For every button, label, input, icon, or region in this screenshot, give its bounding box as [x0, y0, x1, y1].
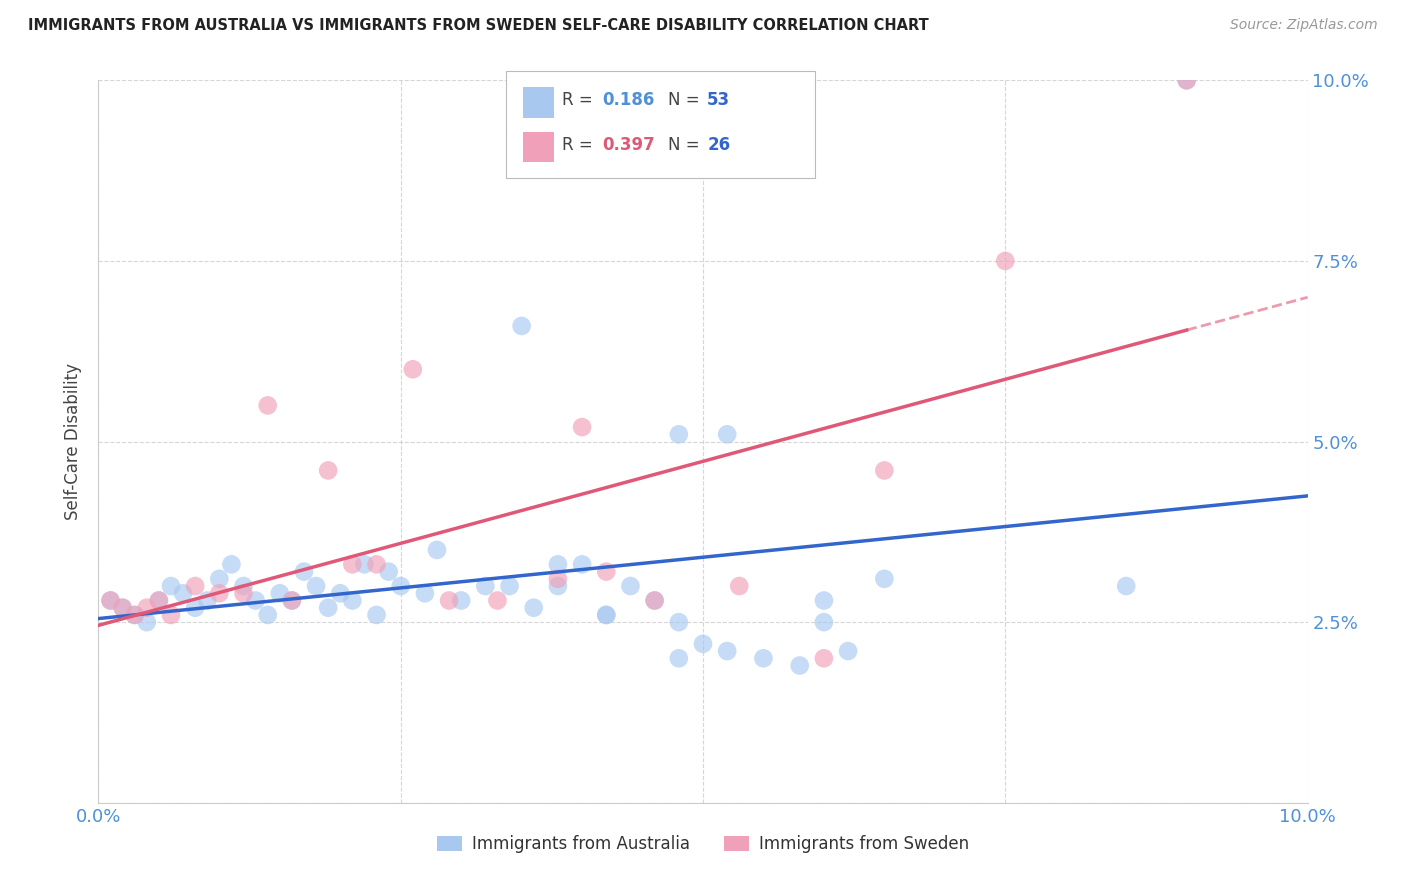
- Point: [571, 420, 593, 434]
- Text: R =: R =: [562, 91, 599, 109]
- Point: [221, 558, 243, 572]
- Point: [377, 565, 399, 579]
- Point: [402, 362, 425, 376]
- Point: [281, 593, 304, 607]
- Point: [366, 558, 388, 572]
- Point: [437, 593, 460, 607]
- Text: Source: ZipAtlas.com: Source: ZipAtlas.com: [1230, 18, 1378, 32]
- Text: 0.186: 0.186: [602, 91, 654, 109]
- Point: [256, 607, 278, 622]
- Text: IMMIGRANTS FROM AUSTRALIA VS IMMIGRANTS FROM SWEDEN SELF-CARE DISABILITY CORRELA: IMMIGRANTS FROM AUSTRALIA VS IMMIGRANTS …: [28, 18, 929, 33]
- Point: [135, 600, 157, 615]
- Point: [100, 593, 122, 607]
- Point: [498, 579, 520, 593]
- Text: 0.397: 0.397: [602, 136, 655, 153]
- Point: [342, 558, 364, 572]
- Point: [510, 318, 533, 333]
- Point: [813, 593, 835, 607]
- Point: [111, 600, 134, 615]
- Point: [389, 579, 412, 593]
- Point: [329, 586, 352, 600]
- Point: [668, 615, 690, 630]
- Legend: Immigrants from Australia, Immigrants from Sweden: Immigrants from Australia, Immigrants fr…: [430, 828, 976, 860]
- Point: [716, 644, 738, 658]
- Point: [619, 579, 641, 593]
- Point: [873, 572, 896, 586]
- Point: [873, 463, 896, 477]
- Text: N =: N =: [668, 136, 704, 153]
- Point: [413, 586, 436, 600]
- Point: [208, 586, 231, 600]
- Point: [571, 558, 593, 572]
- Point: [292, 565, 315, 579]
- Point: [208, 572, 231, 586]
- Point: [474, 579, 496, 593]
- Point: [195, 593, 218, 607]
- Text: N =: N =: [668, 91, 704, 109]
- Text: 53: 53: [707, 91, 730, 109]
- Point: [353, 558, 375, 572]
- Point: [160, 607, 183, 622]
- Point: [1175, 73, 1198, 87]
- Point: [245, 593, 267, 607]
- Point: [668, 651, 690, 665]
- Point: [316, 463, 339, 477]
- Point: [644, 593, 666, 607]
- Point: [426, 542, 449, 557]
- Point: [111, 600, 134, 615]
- Point: [523, 600, 546, 615]
- Point: [450, 593, 472, 607]
- Point: [716, 427, 738, 442]
- Point: [148, 593, 170, 607]
- Point: [269, 586, 291, 600]
- Point: [837, 644, 859, 658]
- Point: [547, 572, 569, 586]
- Point: [486, 593, 509, 607]
- Point: [1175, 73, 1198, 87]
- Text: R =: R =: [562, 136, 599, 153]
- Point: [342, 593, 364, 607]
- Point: [256, 398, 278, 412]
- Point: [148, 593, 170, 607]
- Point: [595, 607, 617, 622]
- Point: [232, 586, 254, 600]
- Point: [994, 254, 1017, 268]
- Point: [184, 579, 207, 593]
- Point: [316, 600, 339, 615]
- Point: [100, 593, 122, 607]
- Point: [752, 651, 775, 665]
- Point: [160, 579, 183, 593]
- Point: [813, 615, 835, 630]
- Point: [595, 565, 617, 579]
- Point: [232, 579, 254, 593]
- Point: [172, 586, 194, 600]
- Point: [813, 651, 835, 665]
- Point: [366, 607, 388, 622]
- Point: [135, 615, 157, 630]
- Text: 26: 26: [707, 136, 730, 153]
- Point: [305, 579, 328, 593]
- Point: [668, 427, 690, 442]
- Point: [1115, 579, 1137, 593]
- Point: [692, 637, 714, 651]
- Point: [728, 579, 751, 593]
- Point: [644, 593, 666, 607]
- Point: [124, 607, 146, 622]
- Point: [184, 600, 207, 615]
- Point: [281, 593, 304, 607]
- Point: [124, 607, 146, 622]
- Point: [547, 558, 569, 572]
- Point: [547, 579, 569, 593]
- Point: [595, 607, 617, 622]
- Point: [789, 658, 811, 673]
- Y-axis label: Self-Care Disability: Self-Care Disability: [65, 363, 83, 520]
